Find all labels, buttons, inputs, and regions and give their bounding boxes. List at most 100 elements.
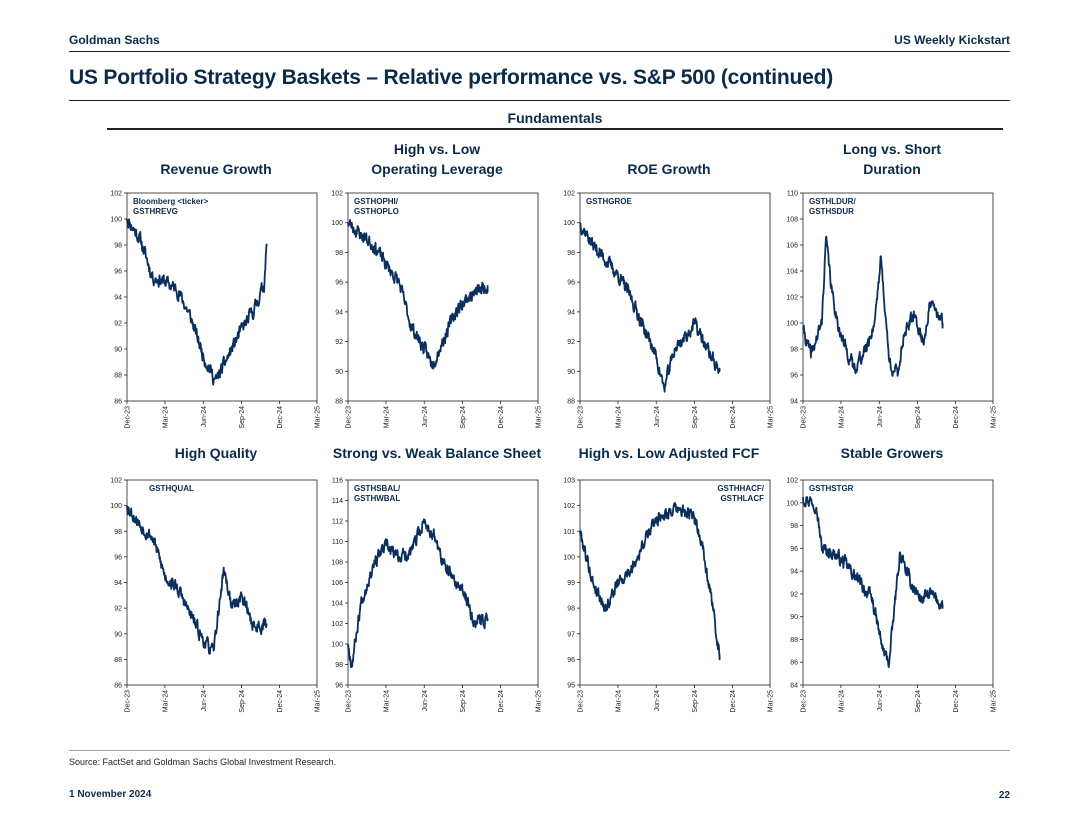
x-tick-label: Mar-24 bbox=[383, 406, 390, 428]
y-tick-label: 96 bbox=[790, 546, 798, 553]
x-tick-label: Jun-24 bbox=[654, 406, 661, 428]
y-tick-label: 96 bbox=[114, 269, 122, 276]
plot-frame bbox=[579, 192, 771, 402]
series-ticker-label: GSTHWBAL bbox=[354, 494, 400, 503]
y-tick-label: 100 bbox=[331, 642, 343, 649]
x-tick-label: Sep-24 bbox=[692, 690, 699, 713]
series-ticker-label: GSTHLACF bbox=[720, 494, 764, 503]
series-ticker-label: GSTHSDUR bbox=[809, 207, 854, 216]
series-ticker-label: GSTHSBAL/ bbox=[354, 484, 401, 493]
y-tick-label: 110 bbox=[332, 539, 343, 546]
y-tick-label: 90 bbox=[335, 369, 343, 376]
y-tick-label: 100 bbox=[786, 500, 798, 507]
x-tick-label: Dec-23 bbox=[801, 690, 808, 713]
x-tick-label: Sep-24 bbox=[915, 406, 922, 429]
firm-name: Goldman Sachs bbox=[69, 33, 160, 47]
series-line bbox=[126, 505, 268, 655]
y-tick-label: 92 bbox=[335, 339, 343, 346]
y-tick-label: 103 bbox=[563, 478, 575, 485]
y-tick-label: 84 bbox=[790, 683, 798, 690]
y-tick-label: 92 bbox=[114, 321, 122, 328]
series-line bbox=[126, 218, 268, 386]
x-tick-label: Jun-24 bbox=[877, 406, 884, 428]
x-tick-label: Jun-24 bbox=[422, 406, 429, 428]
x-tick-label: Mar-24 bbox=[162, 406, 169, 428]
y-tick-label: 100 bbox=[786, 321, 798, 328]
y-tick-label: 94 bbox=[114, 295, 122, 302]
chart-title: High vs. Low bbox=[394, 141, 480, 157]
x-tick-label: Mar-25 bbox=[991, 690, 998, 712]
plot-frame bbox=[579, 479, 771, 686]
series-ticker-label: GSTHREVG bbox=[133, 207, 178, 216]
x-tick-label: Mar-25 bbox=[768, 406, 775, 428]
x-tick-label: Mar-25 bbox=[536, 690, 543, 712]
y-tick-label: 88 bbox=[114, 657, 122, 664]
y-tick-label: 92 bbox=[114, 606, 122, 613]
x-tick-label: Sep-24 bbox=[692, 406, 699, 429]
y-tick-label: 108 bbox=[786, 217, 798, 224]
y-tick-label: 102 bbox=[110, 478, 122, 485]
x-tick-label: Mar-24 bbox=[615, 406, 622, 428]
y-tick-label: 100 bbox=[331, 220, 343, 227]
x-tick-label: Dec-24 bbox=[498, 690, 505, 713]
publication-date: 1 November 2024 bbox=[69, 789, 152, 800]
chart-title: High Quality bbox=[175, 445, 258, 461]
plot-frame bbox=[347, 192, 539, 402]
series-line bbox=[802, 235, 944, 377]
x-tick-label: Dec-24 bbox=[730, 406, 737, 429]
y-tick-label: 86 bbox=[790, 660, 798, 667]
x-tick-label: Sep-24 bbox=[915, 690, 922, 713]
y-tick-label: 102 bbox=[786, 295, 798, 302]
x-tick-label: Dec-24 bbox=[498, 406, 505, 429]
x-tick-label: Jun-24 bbox=[877, 690, 884, 712]
chart-title: Revenue Growth bbox=[160, 161, 271, 177]
x-tick-label: Mar-25 bbox=[315, 406, 322, 428]
y-tick-label: 94 bbox=[114, 580, 122, 587]
y-tick-label: 96 bbox=[114, 554, 122, 561]
y-tick-label: 90 bbox=[790, 614, 798, 621]
plot-frame bbox=[347, 479, 539, 686]
series-ticker-label: GSTHOPLO bbox=[354, 207, 399, 216]
y-tick-label: 94 bbox=[567, 309, 575, 316]
series-ticker-label: GSTHOPHI/ bbox=[354, 197, 399, 206]
y-tick-label: 108 bbox=[331, 560, 343, 567]
x-tick-label: Dec-24 bbox=[953, 406, 960, 429]
series-ticker-label: GSTHLDUR/ bbox=[809, 197, 856, 206]
y-tick-label: 88 bbox=[790, 637, 798, 644]
y-tick-label: 100 bbox=[563, 220, 575, 227]
y-tick-label: 110 bbox=[787, 191, 798, 198]
y-tick-label: 114 bbox=[332, 498, 343, 505]
x-tick-label: Mar-24 bbox=[838, 690, 845, 712]
page-title: US Portfolio Strategy Baskets – Relative… bbox=[69, 66, 833, 89]
x-tick-label: Dec-23 bbox=[346, 406, 353, 429]
section-divider bbox=[107, 128, 1003, 130]
y-tick-label: 92 bbox=[567, 339, 575, 346]
y-tick-label: 92 bbox=[790, 591, 798, 598]
x-tick-label: Sep-24 bbox=[460, 406, 467, 429]
y-tick-label: 96 bbox=[335, 683, 343, 690]
x-tick-label: Jun-24 bbox=[654, 690, 661, 712]
x-tick-label: Dec-24 bbox=[730, 690, 737, 713]
y-tick-label: 94 bbox=[790, 569, 798, 576]
y-tick-label: 104 bbox=[786, 269, 798, 276]
x-tick-label: Dec-24 bbox=[277, 690, 284, 713]
x-tick-label: Sep-24 bbox=[460, 690, 467, 713]
x-tick-label: Dec-23 bbox=[125, 690, 132, 713]
series-line bbox=[579, 502, 721, 661]
y-tick-label: 106 bbox=[786, 243, 798, 250]
y-tick-label: 102 bbox=[563, 191, 575, 198]
x-tick-label: Sep-24 bbox=[239, 690, 246, 713]
y-tick-label: 94 bbox=[790, 399, 798, 406]
y-tick-label: 112 bbox=[332, 519, 343, 526]
y-tick-label: 101 bbox=[563, 529, 575, 536]
x-tick-label: Jun-24 bbox=[201, 406, 208, 428]
source-note: Source: FactSet and Goldman Sachs Global… bbox=[69, 757, 337, 767]
x-tick-label: Dec-23 bbox=[801, 406, 808, 429]
y-tick-label: 96 bbox=[567, 280, 575, 287]
chart-title: Long vs. Short bbox=[843, 141, 941, 157]
y-tick-label: 88 bbox=[567, 399, 575, 406]
page-number: 22 bbox=[998, 790, 1010, 801]
x-tick-label: Jun-24 bbox=[201, 690, 208, 712]
y-tick-label: 102 bbox=[563, 503, 575, 510]
